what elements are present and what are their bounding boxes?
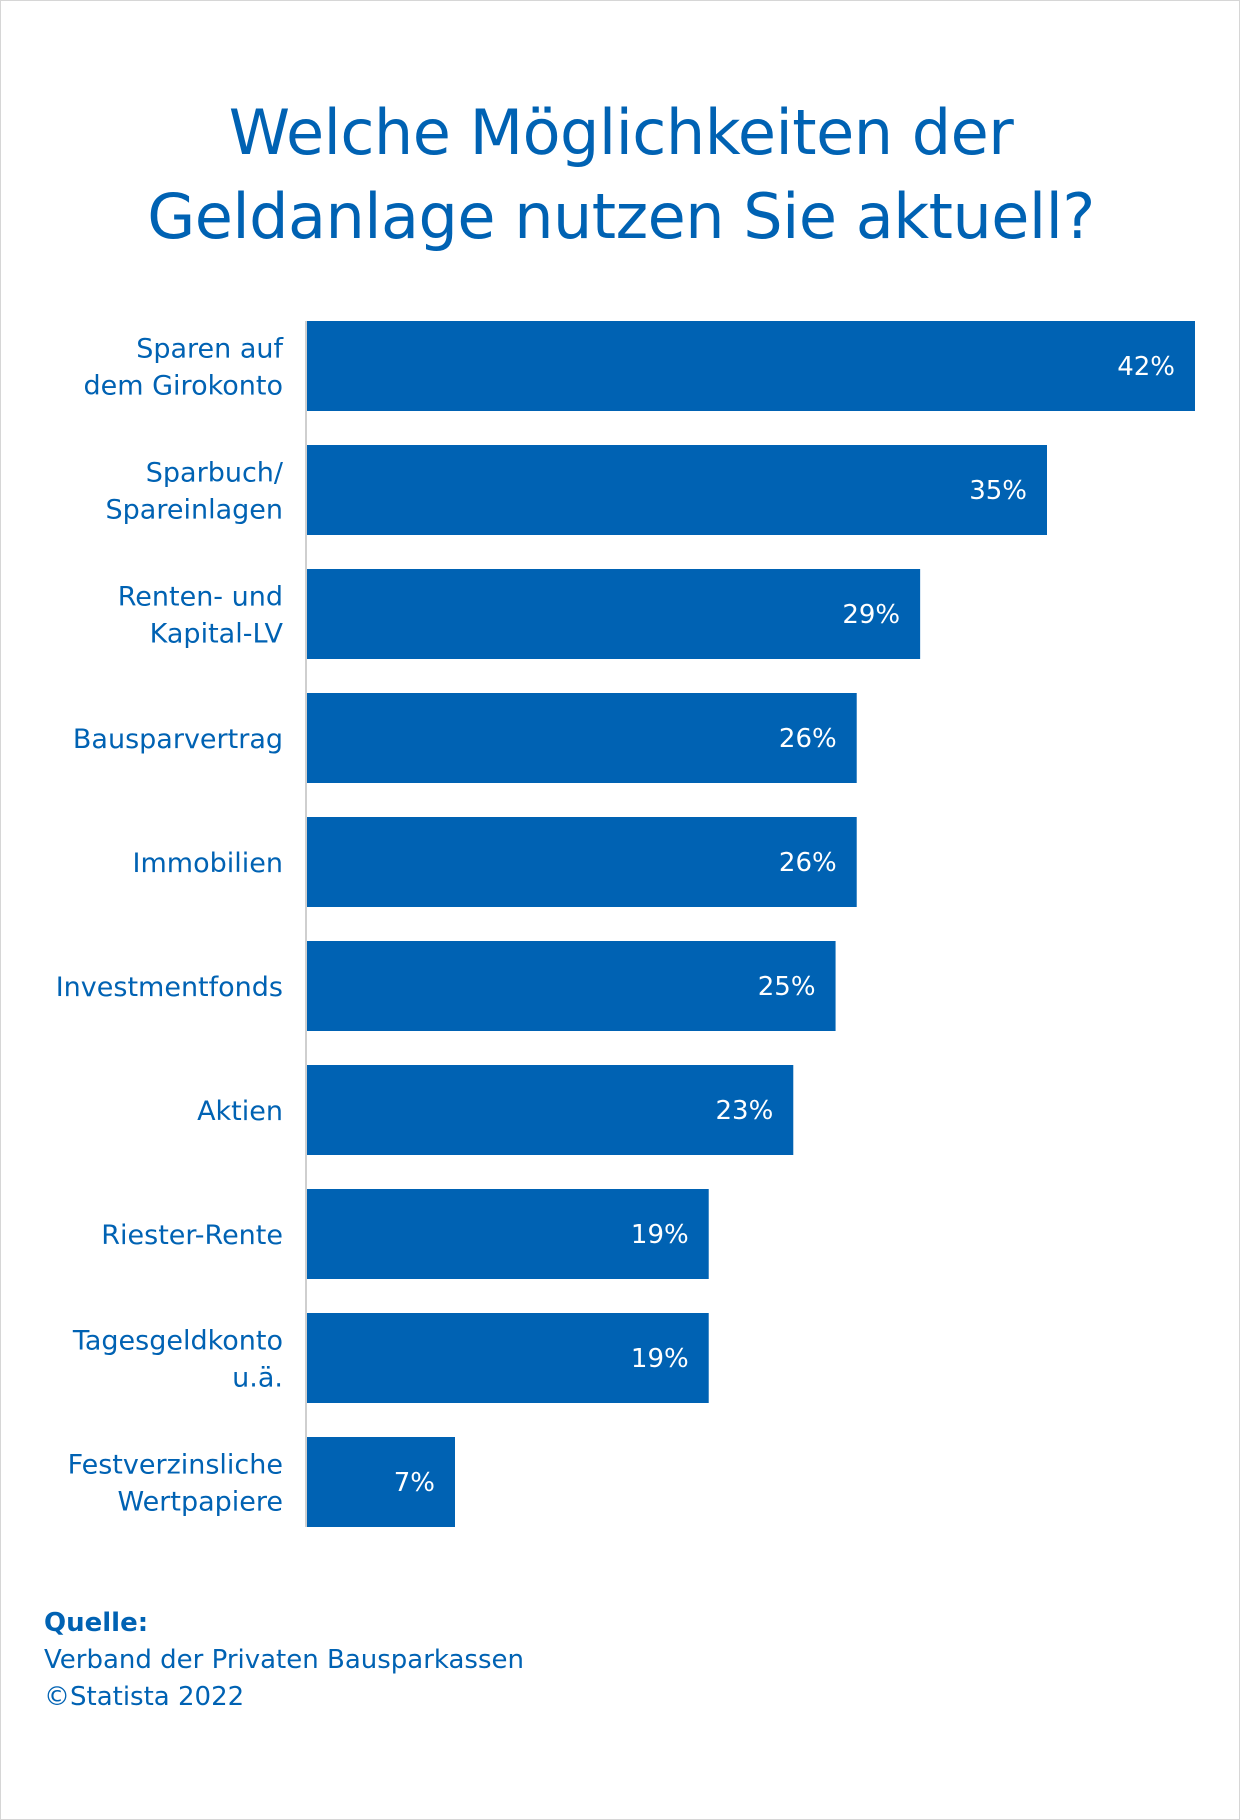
value-label-6: 23%: [715, 1096, 773, 1126]
category-label-2: Renten- und Kapital-LV: [118, 582, 284, 650]
category-label-5: Investmentfonds: [56, 972, 283, 1003]
bar-7: [307, 1189, 709, 1279]
bar-3: [307, 693, 857, 783]
bar-1: [307, 445, 1047, 535]
category-label-7: Riester-Rente: [101, 1220, 283, 1251]
value-label-1: 35%: [969, 476, 1027, 506]
chart-title-line-2: Geldanlage nutzen Sie aktuell?: [147, 180, 1095, 253]
value-label-2: 29%: [842, 600, 900, 630]
category-label-8: Tagesgeldkonto u.ä.: [72, 1326, 283, 1394]
category-label-1: Sparbuch/Spareinlagen: [106, 458, 284, 526]
chart-title: Welche Möglichkeiten der Geldanlage nutz…: [1, 91, 1240, 259]
category-label-3: Bausparvertrag: [73, 724, 283, 755]
value-label-4: 26%: [779, 848, 837, 878]
source-note: Quelle: Verband der Privaten Bausparkass…: [44, 1605, 524, 1716]
bar-2: [307, 569, 921, 659]
source-line-1: Verband der Privaten Bausparkassen: [44, 1645, 524, 1675]
bar-chart: 42% Sparen auf dem Girokonto 35% Sparbuch/Sp…: [56, 321, 1195, 1527]
value-label-3: 26%: [779, 724, 837, 754]
value-label-5: 25%: [758, 972, 816, 1002]
category-label-0: Sparen auf dem Girokonto: [84, 334, 285, 402]
chart-title-line-1: Welche Möglichkeiten der: [228, 96, 1014, 169]
value-label-8: 19%: [631, 1344, 689, 1374]
value-label-9: 7%: [394, 1468, 435, 1498]
bar-9: [307, 1437, 455, 1527]
bar-4: [307, 817, 857, 907]
category-label-4: Immobilien: [133, 848, 283, 879]
category-label-6: Aktien: [197, 1096, 283, 1127]
category-label-9: Festverzinsliche Wertpapiere: [68, 1450, 283, 1518]
bar-0: [307, 321, 1195, 411]
bar-8: [307, 1313, 709, 1403]
bar-6: [307, 1065, 794, 1155]
value-label-7: 19%: [631, 1220, 689, 1250]
source-label: Quelle:: [44, 1608, 149, 1638]
source-line-2: ©Statista 2022: [44, 1682, 245, 1712]
value-label-0: 42%: [1117, 352, 1175, 382]
bar-5: [307, 941, 836, 1031]
